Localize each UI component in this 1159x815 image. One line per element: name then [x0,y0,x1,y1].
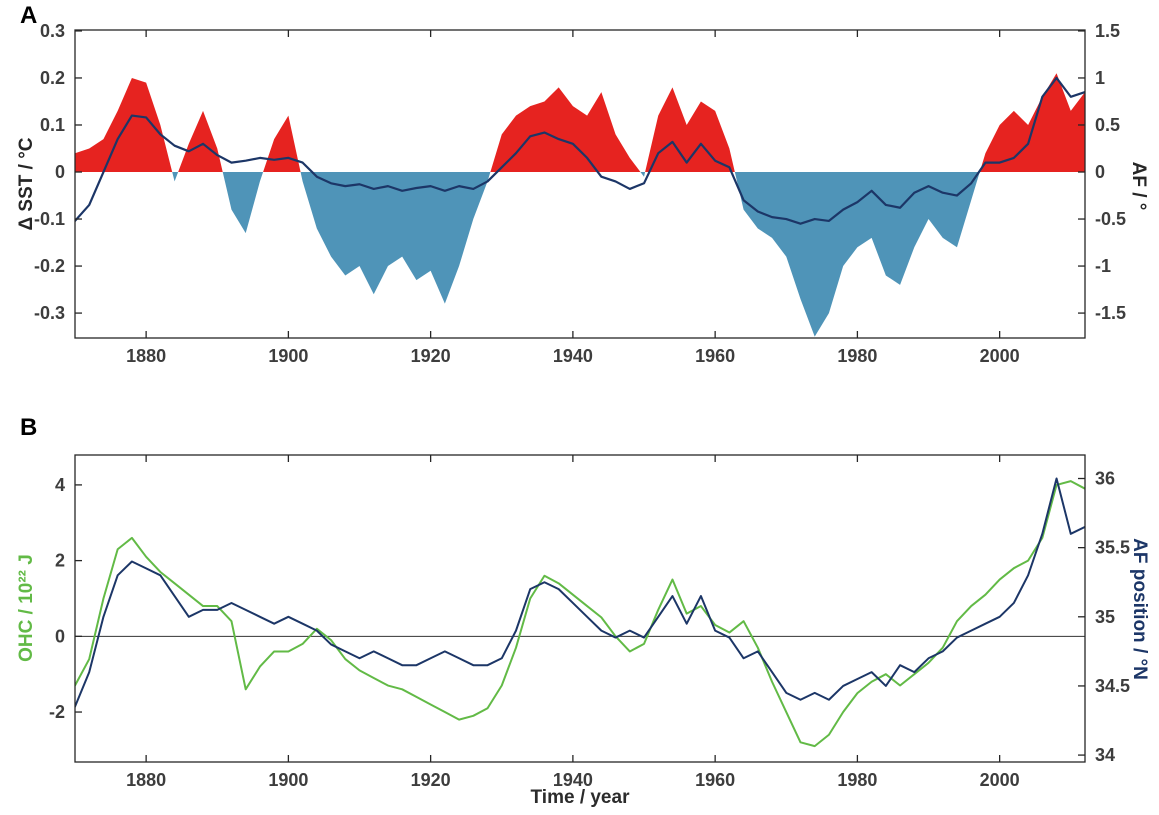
left-tick-label: 0.2 [40,68,65,88]
x-tick-label: 2000 [980,346,1020,366]
panel-a-chart: 1880 1900 1920 1940 1960 1980 2000 -0.3 -0.2 -0.1… [34,21,1126,366]
series-af-position-line [75,477,1085,708]
left-tick-label: 0 [55,162,65,182]
right-tick-label: 0 [1095,162,1105,182]
right-tick-label: -0.5 [1095,209,1126,229]
x-tick-label: 1960 [695,770,735,790]
panel-a-right-axis-title: AF / ° [1128,161,1149,211]
left-tick-label: 0.1 [40,115,65,135]
x-tick-label: 2000 [980,770,1020,790]
right-tick-label: 0.5 [1095,115,1120,135]
x-tick-label: 1880 [126,770,166,790]
x-tick-label: 1900 [268,770,308,790]
panel-b-label: B [20,414,38,441]
x-axis-title: Time / year [530,787,630,808]
x-tick-label: 1980 [837,346,877,366]
series-sst-anomaly-positive-area [75,73,1085,173]
left-tick-label: 0 [55,626,65,646]
x-tick-label: 1900 [268,346,308,366]
left-tick-label: 0.3 [40,21,65,41]
x-tick-label: 1940 [553,770,593,790]
series-af-line [75,76,1085,225]
x-tick-label: 1920 [411,346,451,366]
right-tick-label: 35 [1095,607,1115,627]
right-tick-label: -1 [1095,256,1111,276]
x-tick-label: 1960 [695,346,735,366]
right-tick-label: 34 [1095,745,1115,765]
series-sst-anomaly-negative-area [75,172,1085,337]
plot-box [74,29,1086,339]
panel-b-chart: 1880 1900 1920 1940 1960 1980 2000 -2 0 2 4 34 34.5 3… [49,454,1130,790]
x-tick-label: 1940 [553,346,593,366]
right-tick-label: 1 [1095,68,1105,88]
left-tick-label: -0.2 [34,256,65,276]
left-tick-label: 2 [55,551,65,571]
left-tick-label: -2 [49,702,65,722]
x-tick-label: 1980 [837,770,877,790]
right-tick-label: 34.5 [1095,676,1130,696]
right-tick-label: -1.5 [1095,303,1126,323]
right-tick-label: 35.5 [1095,538,1130,558]
x-tick-label: 1920 [411,770,451,790]
panel-a-label: A [20,2,38,29]
panel-b-left-axis-title: OHC / 10²² J [16,554,37,662]
panel-b-right-axis-title: AF position / °N [1129,538,1150,680]
series-ohc-line [75,480,1085,748]
right-tick-label: 36 [1095,469,1115,489]
left-tick-label: -0.1 [34,209,65,229]
left-tick-label: -0.3 [34,303,65,323]
panel-a-left-axis-title: Δ SST / °C [16,137,37,231]
x-tick-label: 1880 [126,346,166,366]
plot-box [74,454,1086,763]
right-tick-label: 1.5 [1095,21,1120,41]
left-tick-label: 4 [55,475,65,495]
